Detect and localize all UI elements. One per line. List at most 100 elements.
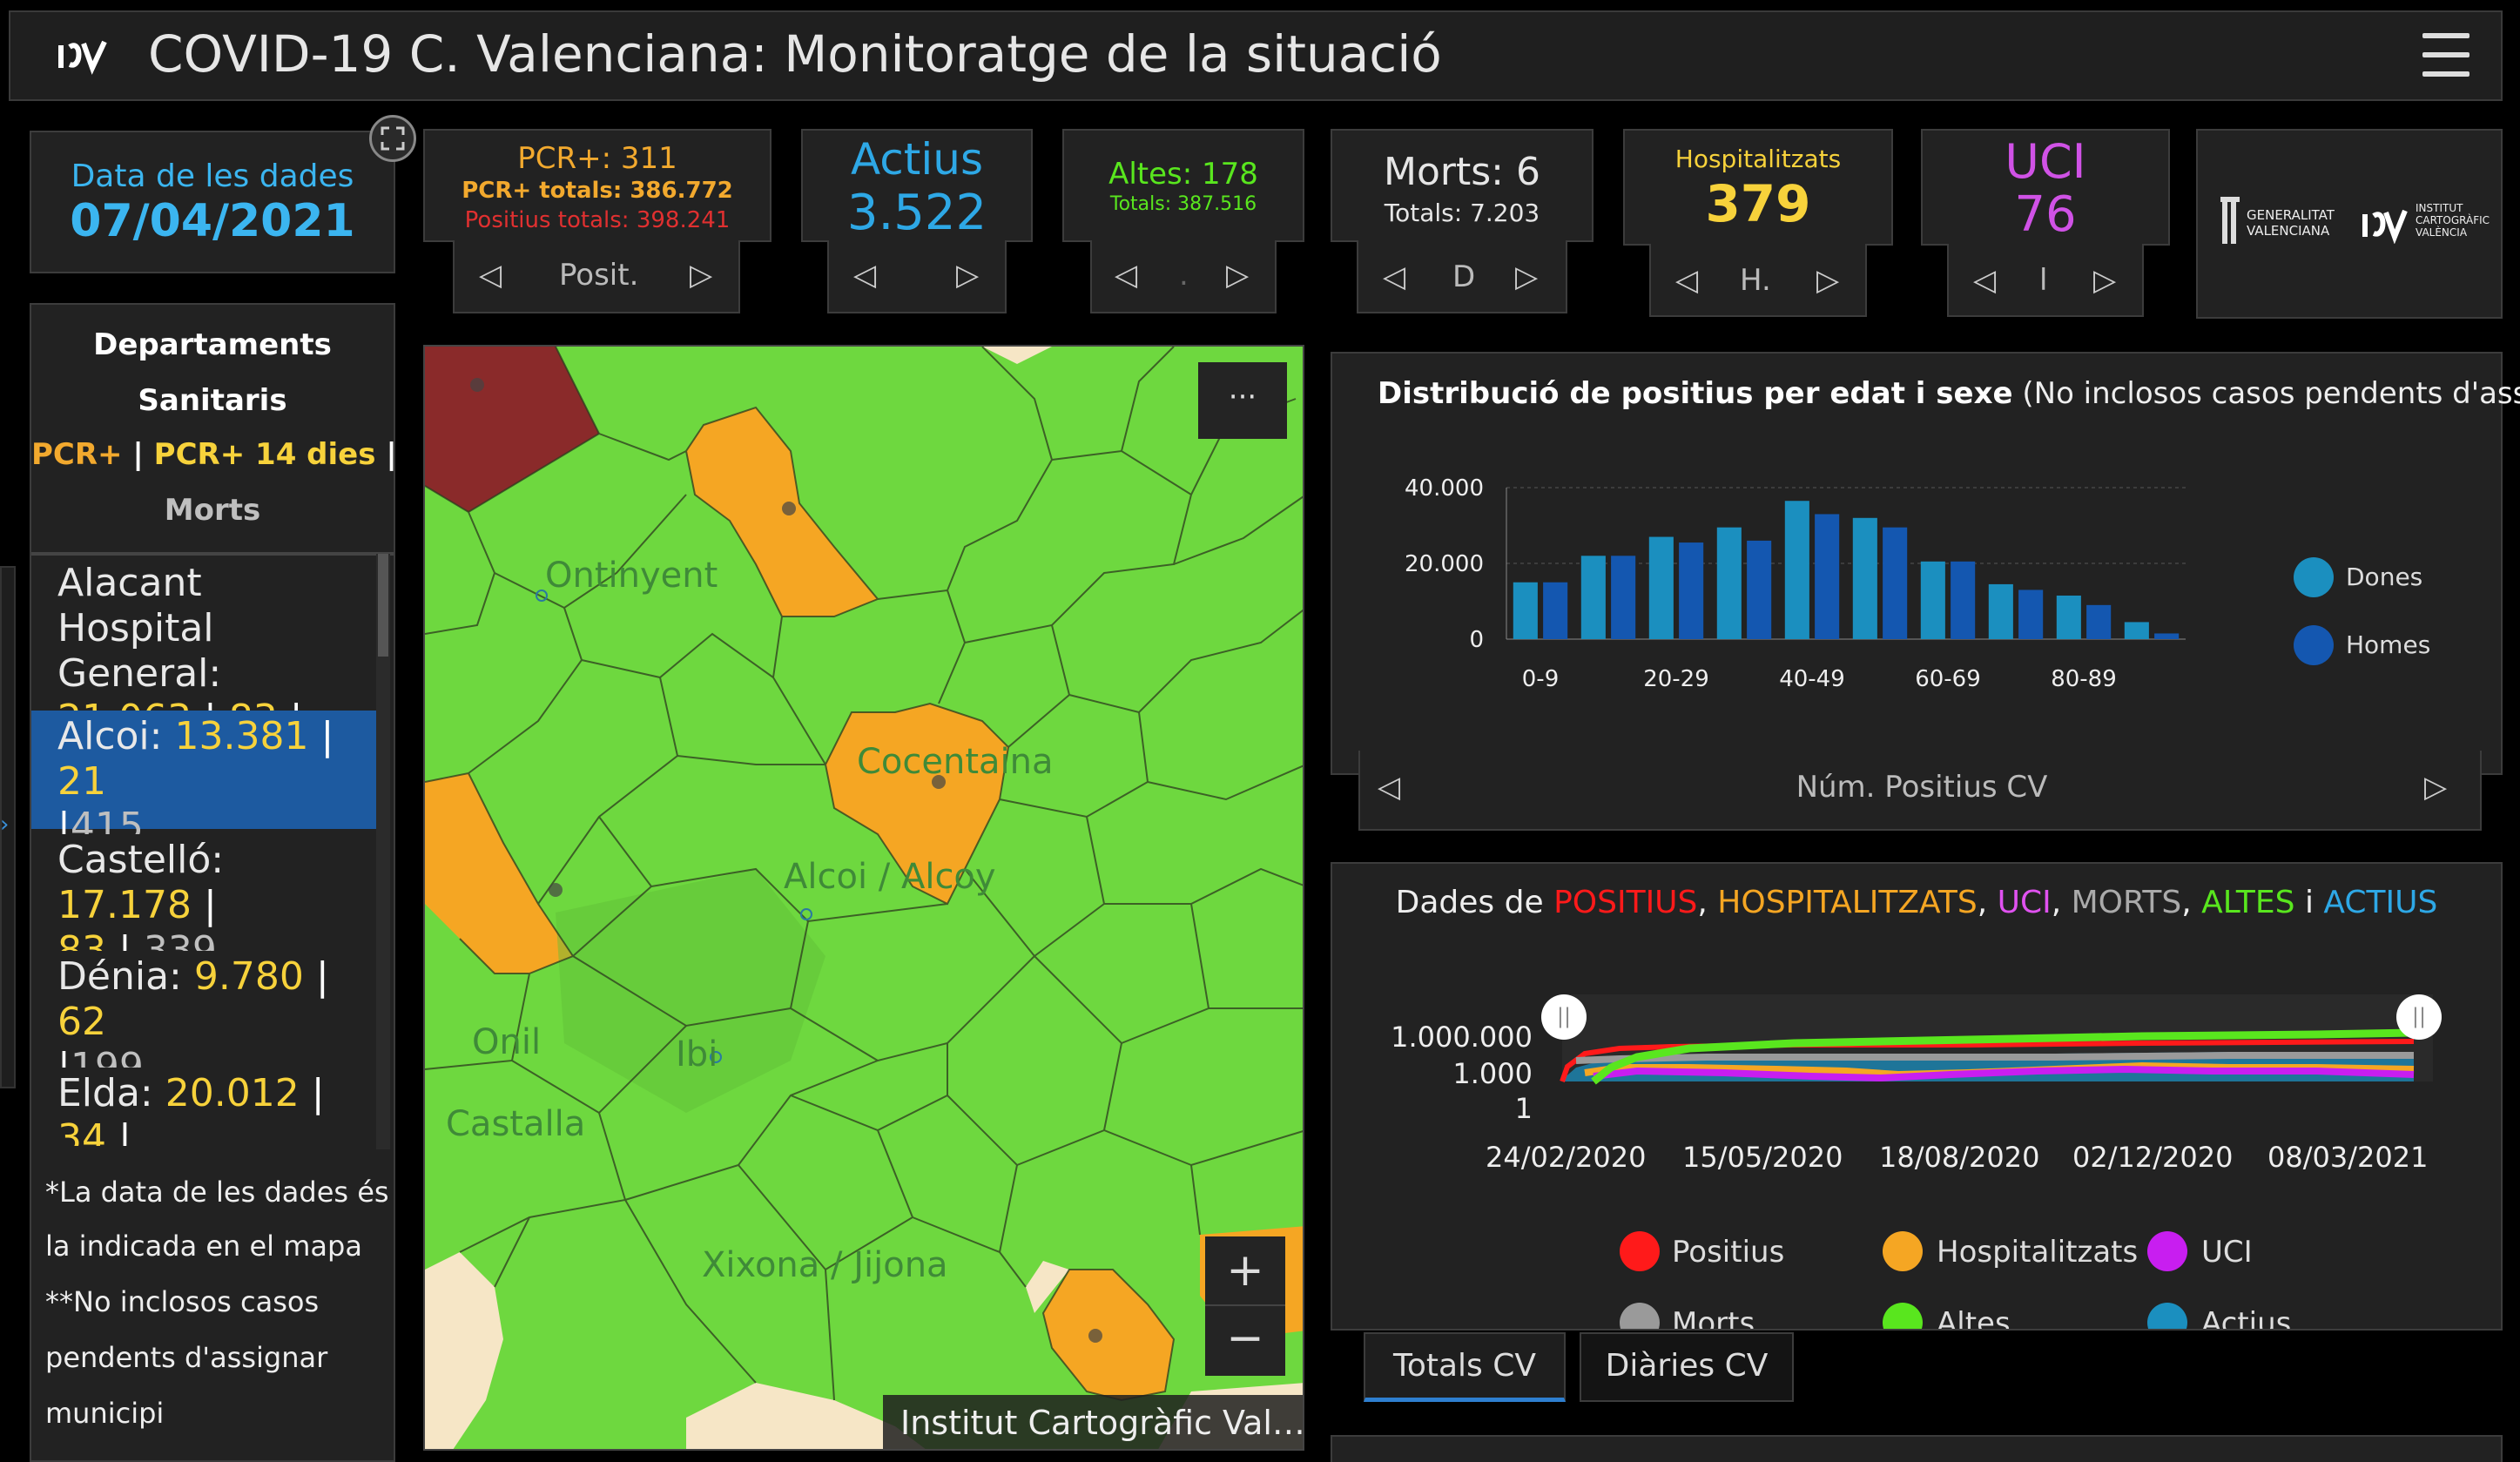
bar-homes-0-9[interactable] <box>1543 582 1568 639</box>
tab-diaries-cv[interactable]: Diàries CV <box>1580 1332 1794 1402</box>
x-tick-label: 0-9 <box>1522 666 1559 692</box>
zoom-in-button[interactable]: + <box>1205 1236 1285 1306</box>
bar-dones-30-39[interactable] <box>1716 527 1742 639</box>
map-view[interactable]: Ontinyent Cocentaina Alcoi / Alcoy Onil … <box>423 345 1304 1451</box>
uci-label: UCI <box>2005 134 2086 189</box>
next-arrow-icon[interactable]: ▷ <box>956 258 980 293</box>
pcr-totals: PCR+ totals: 386.772 <box>462 178 733 204</box>
list-item[interactable]: Dénia: 9.780 | 62 |199 <box>31 951 376 1089</box>
morts-label: Morts: 6 <box>1384 150 1540 194</box>
list-item[interactable]: Alacant Hospital General: 21.063 | 83 | … <box>31 557 376 786</box>
legend-dot-dones <box>2294 557 2334 597</box>
y-tick-label: 0 <box>1469 627 1484 653</box>
prev-arrow-icon[interactable]: ◁ <box>853 258 877 293</box>
age-chart-nav-label: Núm. Positius CV <box>1796 770 2048 805</box>
bar-dones-20-29[interactable] <box>1648 536 1674 639</box>
uci-value: 76 <box>2014 186 2077 243</box>
legend-dot-uci <box>2147 1231 2187 1271</box>
prev-arrow-icon[interactable]: ◁ <box>479 258 502 293</box>
bar-dones-40-49[interactable] <box>1784 501 1809 639</box>
prev-arrow-icon[interactable]: ◁ <box>1383 259 1406 294</box>
timeline-xtick: 18/08/2020 <box>1879 1141 2040 1174</box>
tab-totals-cv[interactable]: Totals CV <box>1364 1332 1566 1402</box>
date-value: 07/04/2021 <box>70 195 355 247</box>
list-item[interactable]: Elda: 20.012 | 34 | 346 <box>31 1068 376 1146</box>
next-arrow-icon[interactable]: ▷ <box>1226 258 1250 293</box>
map-label-castalla: Castalla <box>446 1104 586 1144</box>
sidebar-note-4: pendents d'assignar <box>45 1341 328 1374</box>
map-label-ibi: Ibi <box>676 1034 718 1075</box>
sidebar-scrollbar[interactable] <box>376 554 390 1149</box>
x-tick-label: 40-49 <box>1779 666 1845 692</box>
bar-homes-40-49[interactable] <box>1815 514 1840 639</box>
list-item-selected[interactable]: Alcoi: 13.381 | 21 |415 <box>31 711 376 849</box>
actius-value: 3.522 <box>846 185 987 241</box>
legend-dot-homes <box>2294 625 2334 665</box>
morts-nav-label: D <box>1452 259 1476 294</box>
bar-homes-80-89[interactable] <box>2086 604 2112 639</box>
bar-dones-80-89[interactable] <box>2056 595 2081 639</box>
map-more-button[interactable]: ··· <box>1198 362 1287 439</box>
next-arrow-icon[interactable]: ▷ <box>690 258 713 293</box>
prev-arrow-icon[interactable]: ◁ <box>1115 258 1138 293</box>
app-title: COVID-19 C. Valenciana: Monitoratge de l… <box>148 24 1442 84</box>
bar-dones-70-79[interactable] <box>1988 583 2013 639</box>
zoom-out-button[interactable]: − <box>1205 1306 1285 1376</box>
list-item[interactable]: Castelló: 17.178 | 83 | 339 <box>31 834 376 973</box>
range-slider-right-handle[interactable]: || <box>2396 994 2442 1040</box>
date-label: Data de les dades <box>71 158 354 194</box>
timeline-title: Dades de POSITIUS, HOSPITALITZATS, UCI, … <box>1395 885 2438 920</box>
range-slider-left-handle[interactable]: || <box>1541 994 1587 1040</box>
bar-dones-10-19[interactable] <box>1580 556 1606 639</box>
x-tick-label: 80-89 <box>2051 666 2117 692</box>
legend-label-homes: Homes <box>2346 630 2431 659</box>
age-chart: 0 20.000 40.000 0-9 20-29 40-49 60-69 80-89 <box>1405 475 2186 692</box>
sidebar-divider <box>31 552 394 556</box>
date-card: Data de les dades 07/04/2021 <box>30 131 395 273</box>
legend-label-uci: UCI <box>2201 1235 2253 1270</box>
generalitat-logo-icon <box>2220 197 2240 249</box>
hosp-card: Hospitalitzats 379 <box>1623 129 1893 246</box>
bar-homes-30-39[interactable] <box>1747 540 1772 639</box>
actius-card: Actius 3.522 <box>801 129 1033 242</box>
morts-card: Morts: 6 Totals: 7.203 <box>1331 129 1594 242</box>
bar-dones-50-59[interactable] <box>1852 517 1877 639</box>
icv-line1: INSTITUT <box>2416 202 2463 214</box>
bar-dones-0-9[interactable] <box>1513 582 1538 639</box>
prev-arrow-icon[interactable]: ◁ <box>1378 770 1401 805</box>
legend-second-row: Morts Altes Actius <box>1332 1289 2499 1329</box>
next-arrow-icon[interactable]: ▷ <box>2093 263 2117 298</box>
legend-pcr14: PCR+ 14 dies <box>153 437 376 472</box>
age-chart-title: Distribució de positius per edat i sexe … <box>1378 376 2520 411</box>
prev-arrow-icon[interactable]: ◁ <box>1675 263 1699 298</box>
expand-icon[interactable] <box>369 115 416 162</box>
legend-label-positius: Positius <box>1672 1235 1785 1270</box>
left-edge-tab[interactable]: › <box>0 566 16 1088</box>
timeline-chart[interactable] <box>1358 984 2490 1184</box>
prev-arrow-icon[interactable]: ◁ <box>1973 263 1997 298</box>
bar-dones-90+[interactable] <box>2124 622 2149 639</box>
timeline-xtick: 02/12/2020 <box>2072 1141 2234 1174</box>
legend-dot-hospitalitzats <box>1883 1231 1923 1271</box>
bar-homes-90+[interactable] <box>2154 633 2180 639</box>
legend-pcr: PCR+ <box>31 437 123 472</box>
bar-homes-70-79[interactable] <box>2018 590 2044 639</box>
next-arrow-icon[interactable]: ▷ <box>2424 770 2448 805</box>
bar-homes-20-29[interactable] <box>1679 542 1704 639</box>
altes-totals: Totals: 387.516 <box>1109 193 1257 215</box>
bar-homes-10-19[interactable] <box>1611 556 1636 639</box>
ict-logo-icon <box>56 33 108 77</box>
uci-nav-label: l <box>2039 263 2048 298</box>
age-chart-nav: ◁ Núm. Positius CV ▷ <box>1358 751 2482 831</box>
bar-homes-60-69[interactable] <box>1951 561 1976 639</box>
bar-homes-50-59[interactable] <box>1883 527 1908 639</box>
pcr-nav: ◁ Posit. ▷ <box>453 240 740 313</box>
sidebar-title-1: Departaments <box>93 327 332 362</box>
map-attribution[interactable]: Institut Cartogràfic Val… <box>883 1395 1303 1449</box>
legend-label-actius: Actius <box>2201 1306 2292 1329</box>
next-arrow-icon[interactable]: ▷ <box>1515 259 1539 294</box>
app-header <box>9 10 2503 101</box>
bar-dones-60-69[interactable] <box>1920 561 1945 639</box>
next-arrow-icon[interactable]: ▷ <box>1816 263 1840 298</box>
hamburger-icon[interactable] <box>2417 31 2475 80</box>
